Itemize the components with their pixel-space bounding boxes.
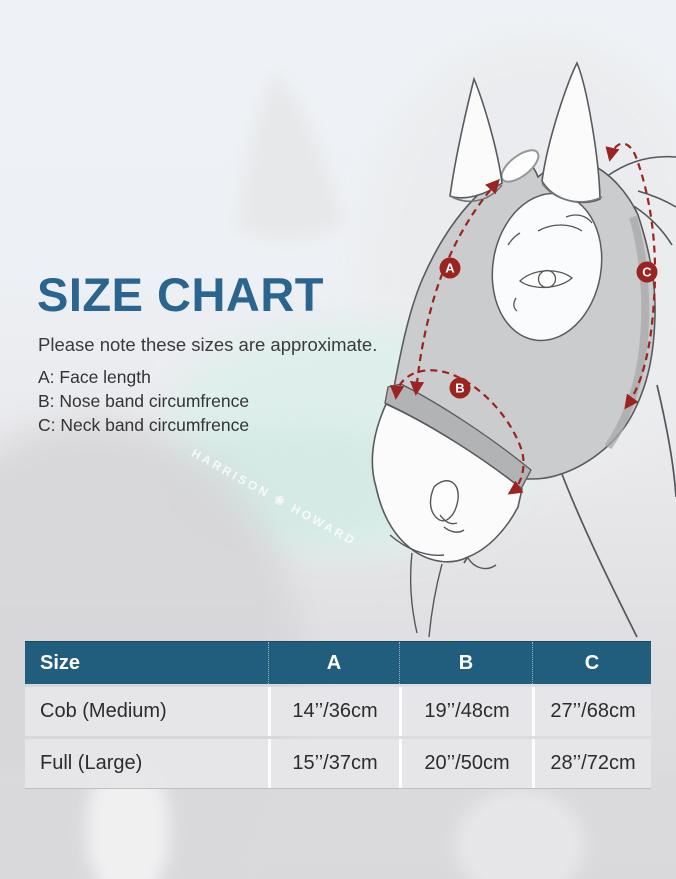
cell-c: 27’’/68cm — [532, 687, 651, 736]
cell-b: 20’’/50cm — [399, 739, 532, 788]
page-title: SIZE CHART — [37, 268, 324, 321]
size-table: Size A B C Cob (Medium) 14’’/36cm 19’’/4… — [25, 641, 651, 789]
marker-c-label: C — [642, 265, 652, 280]
bg-horse-ear-shape — [238, 72, 344, 239]
legend-item-c: C: Neck band circumfrence — [38, 415, 250, 435]
cell-c: 28’’/72cm — [532, 739, 651, 788]
horse-ear-left — [449, 76, 503, 199]
marker-c-badge: C — [636, 261, 658, 283]
horse-ear-right — [541, 61, 601, 204]
marker-b-badge: B — [449, 377, 471, 399]
legend-item-b: B: Nose band circumfrence — [38, 391, 250, 411]
cell-a: 15’’/37cm — [268, 739, 399, 788]
legend-item-a: A: Face length — [38, 367, 151, 387]
table-row-cob: Cob (Medium) 14’’/36cm 19’’/48cm 27’’/68… — [25, 687, 651, 736]
cell-size: Full (Large) — [40, 752, 143, 774]
marker-a-badge: A — [439, 257, 461, 279]
column-header-b: B — [399, 642, 532, 684]
cell-a: 14’’/36cm — [268, 687, 399, 736]
column-header-a: A — [268, 642, 399, 684]
measurement-path-b — [389, 369, 525, 495]
header-block: SIZE CHART Please note these sizes are a… — [37, 271, 377, 356]
cell-size: Cob (Medium) — [40, 700, 167, 722]
mask-ear-hole — [500, 149, 540, 183]
bg-light-streak-2 — [455, 790, 585, 879]
measurement-path-c — [605, 142, 657, 410]
table-row-full: Full (Large) 15’’/37cm 20’’/50cm 28’’/72… — [25, 739, 651, 788]
horse-mask-diagram: A B C — [371, 61, 676, 638]
marker-b-label: B — [455, 381, 464, 396]
eye-details — [507, 214, 593, 312]
measurement-legend: A: Face length B: Nose band circumfrence… — [38, 367, 250, 435]
column-header-c: C — [532, 642, 651, 684]
column-header-size: Size — [40, 651, 81, 674]
mask-edge-shading — [604, 215, 650, 450]
cell-b: 19’’/48cm — [399, 687, 532, 736]
measurement-paths — [389, 142, 657, 495]
page-subtitle: Please note these sizes are approximate. — [38, 334, 378, 355]
table-header-row: Size A B C — [25, 641, 651, 684]
measurement-path-a — [409, 178, 500, 396]
marker-a-label: A — [445, 261, 455, 276]
